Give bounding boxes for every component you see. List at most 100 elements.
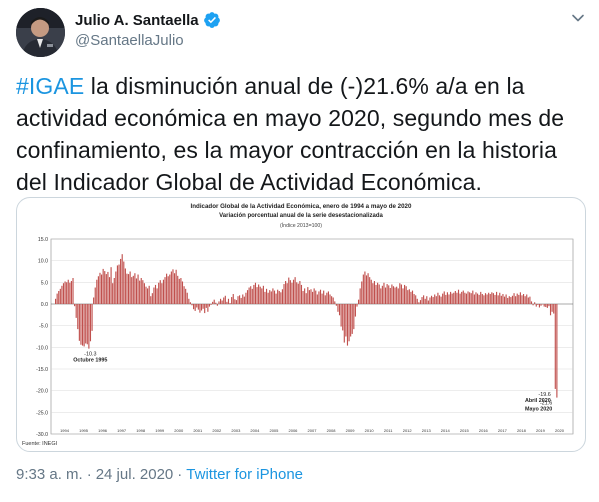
bar [177, 275, 179, 304]
bar [402, 288, 404, 304]
bar [503, 296, 506, 304]
bar [281, 289, 283, 304]
bar [551, 304, 553, 312]
bar [194, 304, 196, 311]
x-year-label: 2010 [365, 428, 375, 433]
annotation-label: Abril 2020 [525, 398, 551, 404]
hashtag-link[interactable]: #IGAE [16, 73, 85, 99]
bar [108, 277, 111, 304]
bar [93, 297, 95, 304]
bar [324, 295, 326, 304]
bar [232, 294, 234, 304]
avatar[interactable] [16, 8, 65, 57]
bar [304, 288, 306, 304]
bar [481, 294, 483, 304]
bar [340, 304, 342, 327]
bar [527, 297, 529, 304]
bar [411, 290, 414, 304]
bar [99, 272, 101, 304]
bar [473, 294, 475, 304]
bar [392, 286, 395, 304]
bar [107, 271, 109, 304]
bar [72, 278, 74, 304]
bar [424, 298, 426, 304]
bar [450, 291, 452, 304]
bar [172, 269, 174, 304]
bar [315, 290, 317, 304]
bar [200, 304, 203, 311]
bar [61, 285, 63, 304]
tweet-date[interactable]: 24 jul. 2020 [95, 466, 174, 483]
chevron-down-icon[interactable] [570, 10, 586, 26]
bar [540, 304, 542, 306]
bar [142, 280, 144, 304]
bar [55, 298, 57, 304]
bar [511, 295, 514, 304]
bar [331, 296, 333, 304]
bar [85, 304, 87, 344]
author-handle[interactable]: @SantaellaJulio [75, 32, 184, 49]
bar [258, 284, 260, 304]
bar [323, 290, 325, 304]
bar [112, 283, 114, 304]
bar [229, 303, 231, 304]
bar [484, 293, 487, 304]
bar [381, 285, 383, 304]
bar [413, 294, 415, 304]
bar [115, 271, 117, 304]
bar [429, 297, 431, 304]
bar [404, 284, 406, 304]
display-name[interactable]: Julio A. Santaella [75, 11, 199, 29]
bar [204, 304, 206, 314]
bar [445, 294, 447, 304]
author-line: Julio A. Santaella [75, 11, 221, 29]
bar [154, 284, 157, 304]
bar [118, 264, 120, 304]
tweet-media[interactable]: Indicador Global de la Actividad Económi… [16, 197, 586, 452]
bar [221, 300, 223, 304]
bar [373, 281, 376, 304]
x-year-label: 2006 [289, 428, 299, 433]
bar [418, 302, 420, 304]
bar [250, 286, 252, 304]
tweet-time[interactable]: 9:33 a. m. [16, 466, 83, 483]
bar [475, 292, 477, 304]
bar [58, 291, 60, 304]
bar [62, 283, 65, 304]
tweet-meta: 9:33 a. m. · 24 jul. 2020 · Twitter for iPho… [16, 466, 303, 483]
bar [289, 280, 291, 304]
bar [508, 296, 510, 304]
bar [86, 304, 88, 345]
bar [123, 261, 125, 304]
bar [294, 277, 296, 304]
tweet-source-link[interactable]: Twitter for iPhone [186, 466, 303, 483]
bar [80, 304, 82, 345]
bar [246, 290, 249, 304]
bar [529, 296, 531, 304]
bar [251, 288, 253, 304]
bar [318, 291, 320, 304]
bar [391, 284, 393, 304]
y-tick-label: -15.0 [36, 367, 48, 373]
bar [210, 304, 212, 305]
x-year-label: 2013 [422, 428, 432, 433]
bar [465, 293, 468, 304]
x-year-label: 2020 [555, 428, 565, 433]
chart-title: Indicador Global de la Actividad Económi… [191, 203, 412, 210]
y-axis-ticks: 15.0 10.0 5.0 0.0 -5.0 -10.0 -15.0 -20.0 -25.0 -3… [36, 237, 48, 438]
bar [273, 290, 276, 304]
bar [207, 304, 209, 312]
tweet-text: #IGAE la disminución anual de (-)21.6% a… [16, 70, 586, 198]
bar [124, 268, 126, 304]
bar [354, 304, 356, 317]
bar [519, 292, 521, 304]
bar [372, 283, 374, 304]
x-year-label: 2002 [212, 428, 222, 433]
bar [462, 290, 464, 304]
bar [335, 304, 337, 306]
bar [408, 289, 410, 304]
bar [64, 281, 66, 304]
bar [380, 288, 382, 304]
bar [178, 278, 180, 304]
bar [227, 298, 230, 304]
